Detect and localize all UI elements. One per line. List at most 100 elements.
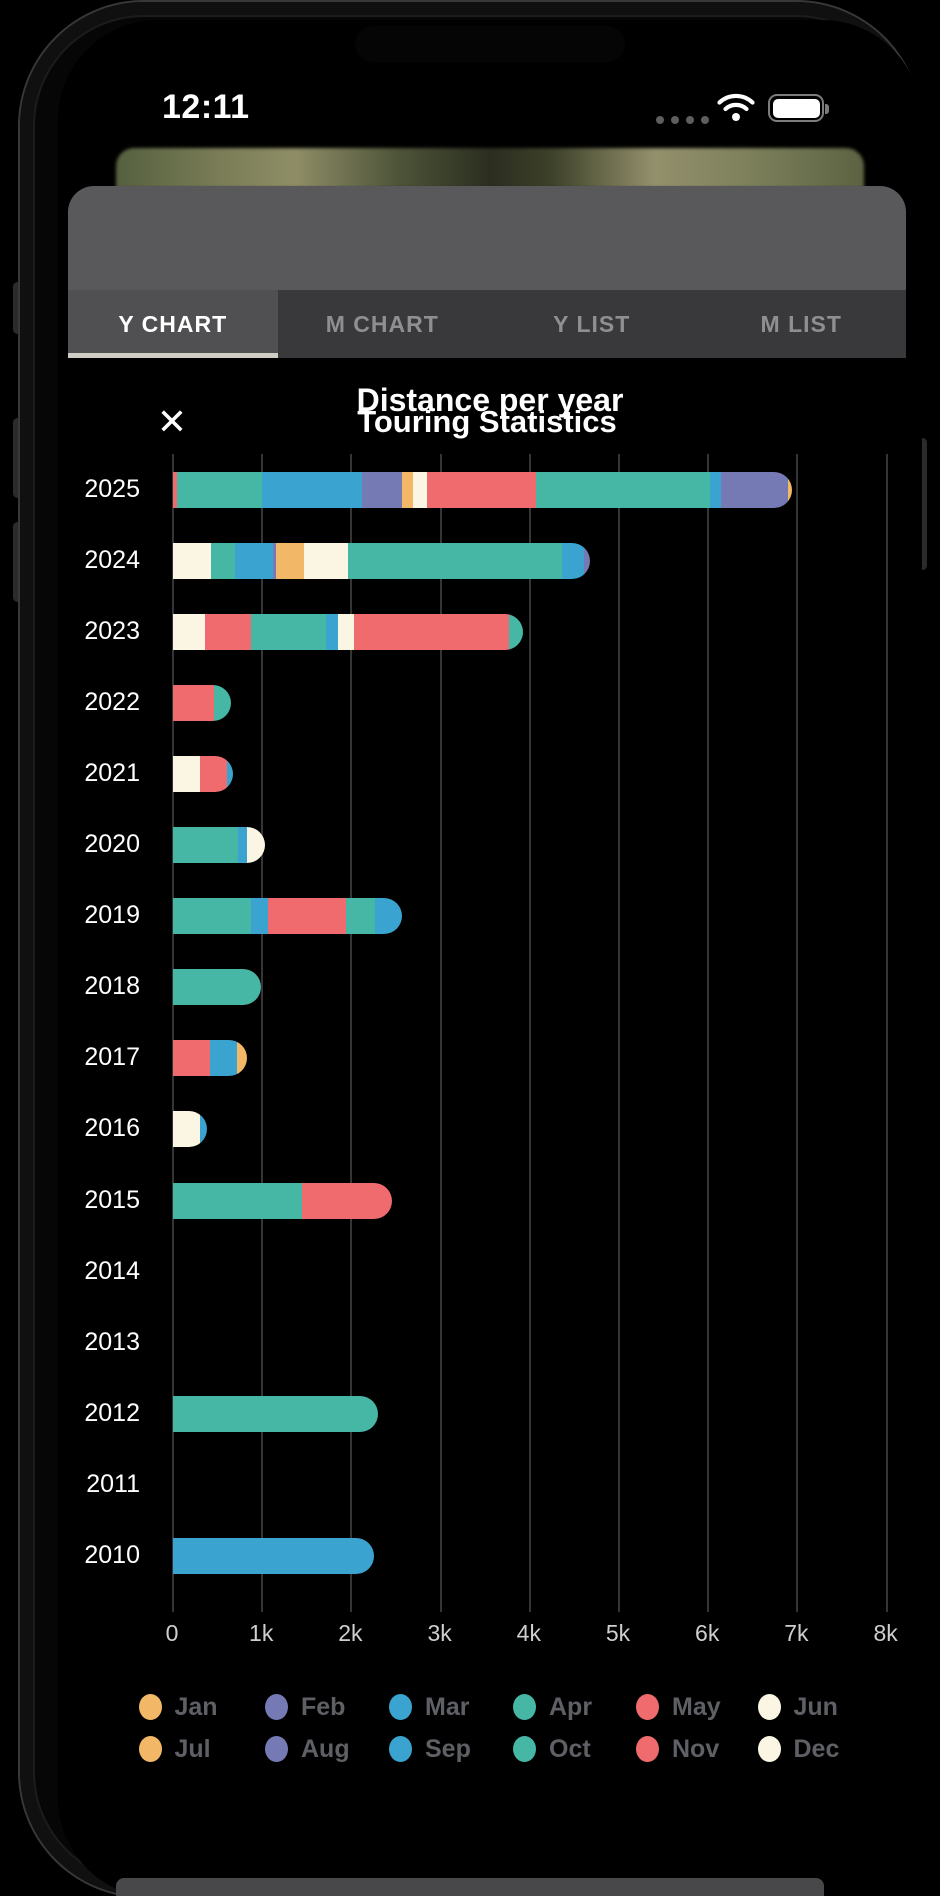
bar-segment-sep <box>250 898 268 935</box>
legend-dot-jul-icon <box>138 1736 162 1762</box>
year-label: 2025 <box>84 475 140 503</box>
year-bar[interactable] <box>173 1395 379 1432</box>
legend-item-jan: Jan <box>138 1692 218 1722</box>
legend-label: Jul <box>174 1734 211 1763</box>
bar-segment-oct <box>251 614 327 651</box>
year-label: 2011 <box>86 1469 140 1498</box>
legend-dot-dec-icon <box>757 1736 781 1762</box>
bar-segment-nov <box>199 756 228 793</box>
legend-label: Dec <box>793 1734 840 1763</box>
year-label: 2014 <box>84 1256 140 1285</box>
legend-label: Oct <box>549 1734 591 1763</box>
bar-segment-jun <box>304 543 348 580</box>
bar-segment-feb <box>720 472 789 508</box>
bar-segment-oct <box>173 1182 303 1219</box>
bar-segment-aug <box>362 472 403 508</box>
tab-m-list[interactable]: M LIST <box>760 310 842 337</box>
bar-segment-dec <box>173 756 200 793</box>
legend-item-aug: Aug <box>265 1734 350 1764</box>
x-axis-tick-label: 7k <box>784 1620 809 1646</box>
bar-segment-jul <box>237 1040 247 1077</box>
year-label: 2019 <box>84 901 140 930</box>
bar-segment-sep <box>326 614 338 651</box>
close-icon[interactable]: ✕ <box>156 401 188 442</box>
legend-item-apr: Apr <box>513 1692 592 1722</box>
year-label: 2022 <box>84 688 140 717</box>
phone-bottom-bezel <box>116 1878 824 1896</box>
year-bar[interactable] <box>173 827 265 864</box>
bar-segment-nov <box>173 1040 210 1077</box>
bar-segment-mar <box>561 543 585 580</box>
tab-m-chart[interactable]: M CHART <box>325 310 439 337</box>
legend-item-nov: Nov <box>636 1734 719 1764</box>
bar-segment-mar <box>709 472 721 508</box>
cellular-signal-dots-icon <box>656 116 709 124</box>
legend-dot-apr-icon <box>513 1694 536 1720</box>
legend-label: May <box>672 1692 721 1721</box>
legend-item-dec: Dec <box>757 1734 840 1764</box>
x-axis-tick-label: 3k <box>427 1620 452 1646</box>
year-bar[interactable] <box>173 543 590 580</box>
bar-segment-jul <box>276 543 305 580</box>
year-bar[interactable] <box>173 472 792 508</box>
bar-segment-jun <box>412 472 428 508</box>
year-bar[interactable] <box>173 685 231 722</box>
bar-segment-oct <box>173 1395 379 1432</box>
bar-segment-may <box>354 614 510 651</box>
legend-dot-mar-icon <box>389 1694 412 1720</box>
year-bar[interactable] <box>173 756 233 793</box>
year-bar[interactable] <box>173 969 262 1006</box>
bar-segment-oct <box>173 969 262 1006</box>
bar-segment-apr <box>346 898 376 935</box>
year-bar[interactable] <box>173 1182 392 1219</box>
bar-segment-oct <box>211 543 235 580</box>
legend-label: Jan <box>174 1692 218 1721</box>
year-bar[interactable] <box>173 614 523 651</box>
bar-segment-apr <box>535 472 710 508</box>
legend-label: Feb <box>301 1692 346 1721</box>
year-label: 2017 <box>84 1043 140 1072</box>
bar-segment-nov <box>173 472 178 508</box>
background-photo <box>116 148 864 188</box>
status-time: 12:11 <box>162 88 250 126</box>
legend-dot-nov-icon <box>636 1736 659 1762</box>
year-bar[interactable] <box>173 1537 374 1574</box>
legend-label: Mar <box>425 1692 470 1721</box>
gridline <box>528 454 531 1612</box>
year-label: 2010 <box>84 1540 140 1569</box>
year-bar[interactable] <box>173 1111 207 1148</box>
bar-segment-nov <box>205 614 252 651</box>
power-button <box>918 438 927 570</box>
bar-segment-apr <box>509 614 523 651</box>
gridline <box>439 454 442 1612</box>
year-bar[interactable] <box>173 898 403 935</box>
battery-icon <box>768 94 829 122</box>
bar-segment-sep <box>227 756 233 793</box>
legend-dot-oct-icon <box>513 1736 536 1762</box>
chart-title: Distance per year <box>356 382 624 418</box>
phone-screen: 12:11 ✕ Touring Statistic <box>58 20 922 1896</box>
bar-segment-sep <box>173 1537 374 1574</box>
bar-segment-dec <box>173 1111 200 1148</box>
bar-segment-oct <box>177 472 263 508</box>
bar-segment-nov <box>173 685 215 722</box>
volume-down-button <box>13 522 22 602</box>
mute-switch <box>13 282 22 334</box>
x-axis-tick-label: 5k <box>605 1620 631 1646</box>
year-bar[interactable] <box>173 1040 247 1077</box>
year-label: 2020 <box>84 830 140 859</box>
x-axis-tick-label: 1k <box>249 1620 274 1646</box>
legend-item-sep: Sep <box>389 1734 471 1764</box>
legend-dot-may-icon <box>636 1694 659 1720</box>
x-axis-tick-label: 0 <box>165 1620 179 1646</box>
legend-item-jun: Jun <box>757 1692 838 1722</box>
tab-y-list[interactable]: Y LIST <box>553 310 631 337</box>
gridline <box>796 454 799 1612</box>
bar-segment-may <box>267 898 347 935</box>
bar-segment-apr <box>347 543 562 580</box>
bar-segment-sep <box>234 543 273 580</box>
tab-y-chart[interactable]: Y CHART <box>68 290 278 358</box>
legend-dot-jan-icon <box>138 1694 162 1720</box>
notch <box>355 26 625 62</box>
